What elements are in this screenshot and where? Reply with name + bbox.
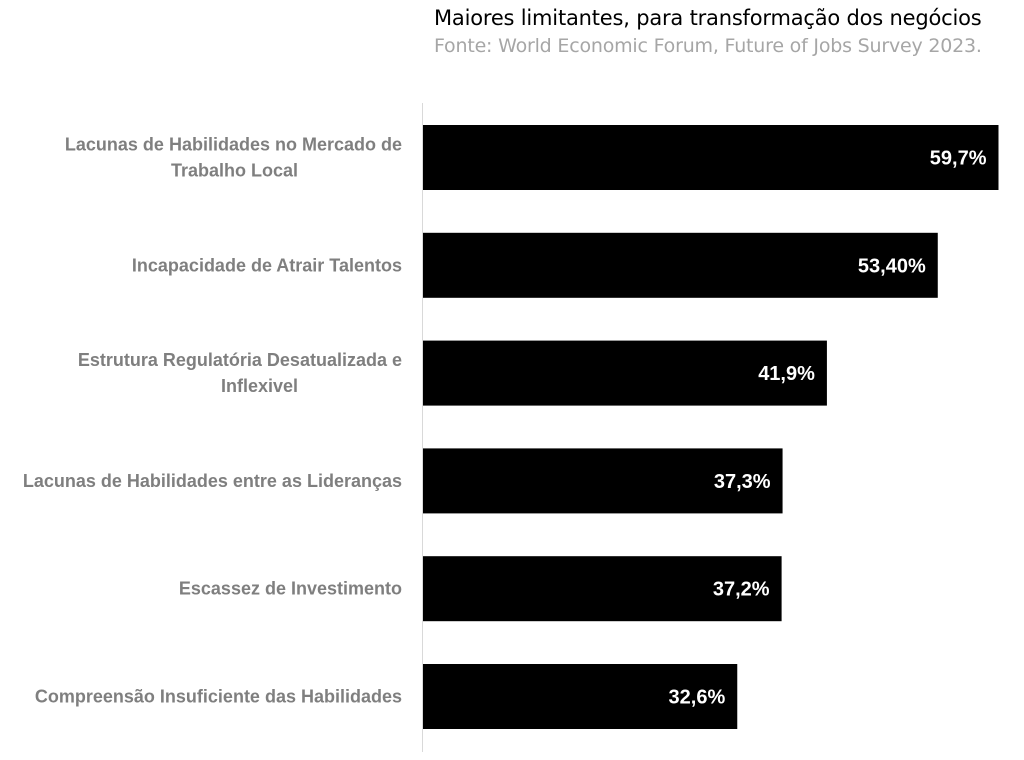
chart-title: Maiores limitantes, para transformação d…: [434, 6, 982, 30]
bar-value-label: 41,9%: [758, 363, 815, 385]
category-label: Estrutura Regulatória Desatualizada e Inf…: [78, 350, 402, 396]
bar: [423, 340, 827, 406]
category-label-line: Escassez de Investimento: [179, 579, 402, 599]
bars-group: [423, 125, 999, 729]
bar-value-label: 37,3%: [714, 471, 771, 493]
category-label-line: Lacunas de Habilidades no Mercado de: [65, 135, 402, 155]
bar: [423, 448, 783, 514]
category-label-line: Compreensão Insuficiente das Habilidades: [35, 687, 402, 707]
bar-value-label: 32,6%: [669, 687, 726, 709]
category-label-line: Estrutura Regulatória Desatualizada e: [78, 350, 402, 370]
category-label: Escassez de Investimento: [179, 579, 402, 599]
bar-value-label: 37,2%: [713, 579, 770, 601]
bar: [423, 232, 938, 298]
category-label-line: Lacunas de Habilidades entre as Lideranç…: [23, 471, 402, 491]
category-label: Incapacidade de Atrair Talentos: [132, 255, 402, 275]
bar-value-label: 53,40%: [858, 255, 926, 277]
category-labels-group: Lacunas de Habilidades no Mercado de Trab…: [23, 135, 402, 707]
category-label-line: Incapacidade de Atrair Talentos: [132, 255, 402, 275]
bar-value-label: 59,7%: [930, 148, 987, 170]
bar: [423, 556, 782, 622]
category-label-line: Trabalho Local: [171, 161, 298, 181]
bar: [423, 664, 738, 729]
category-label-line: Inflexivel: [221, 376, 298, 396]
value-labels-group: 59,7% 53,40% 41,9% 37,3% 37,2% 32,6%: [669, 148, 987, 709]
bar: [423, 125, 999, 190]
category-label: Compreensão Insuficiente das Habilidades: [35, 687, 402, 707]
chart-subtitle: Fonte: World Economic Forum, Future of J…: [434, 35, 982, 57]
category-label: Lacunas de Habilidades no Mercado de Trab…: [65, 135, 402, 181]
category-label: Lacunas de Habilidades entre as Lideranç…: [23, 471, 402, 491]
